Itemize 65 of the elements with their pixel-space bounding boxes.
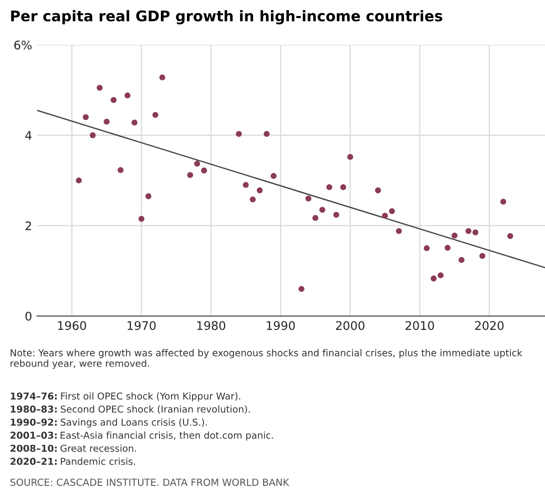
chart-title: Per capita real GDP growth in high-income countries [11,10,442,24]
point [242,182,249,188]
text: 1980–83: Second OPEC shock (Iranian revolution). [10,405,250,414]
point [132,120,138,126]
point [312,215,318,221]
point [104,118,110,125]
point [96,84,103,91]
point [201,168,207,174]
point [479,252,486,259]
point [110,97,117,103]
point [82,114,89,120]
point [250,196,256,202]
x-tick-label: 2000 [336,321,364,330]
point [388,208,395,214]
point [152,112,158,118]
text: Note: Years where growth was affected by exogenous shocks and financial crises, plus the immediate uptick rebound year, were removed. [10,349,522,369]
point [138,216,144,222]
point [430,276,437,282]
point [124,92,130,98]
point [118,167,124,173]
point [444,244,451,251]
point [472,229,478,236]
point [507,233,514,239]
y-tick-label: 0 [25,312,32,321]
point [298,286,304,292]
point [264,130,270,137]
point [90,132,96,138]
point [396,228,402,234]
point [159,74,166,80]
text: 1974–76: First oil OPEC shock (Yom Kippur War). [10,392,240,402]
point [305,196,312,202]
point [340,184,346,190]
point [256,187,263,194]
x-tick-label: 1960 [58,321,86,330]
text: 1990–92: Savings and Loans crisis (U.S.). [10,418,207,428]
point [145,193,152,200]
x-tick-label: 1970 [128,321,156,330]
text: 2020–21: Pandemic crisis. [10,458,136,465]
x-tick-label: 1980 [197,321,226,330]
point [452,232,458,239]
y-tick-label: 2 [26,221,32,230]
point [76,177,82,184]
y-tick-label: 6% [14,40,32,50]
point [500,198,506,205]
text: 2008–10: Great recession. [10,444,136,452]
text: 2001–03: East-Asia financial crisis, then dot.com panic. [10,431,273,441]
point [347,154,354,160]
x-tick-label: 2020 [475,321,504,330]
point [194,160,200,167]
x-tick-label: 2010 [406,321,434,330]
point [326,184,332,190]
x-tick-label: 1990 [266,321,295,330]
point [438,272,444,278]
point [458,257,464,263]
point [466,228,472,234]
point [382,212,388,219]
point [333,212,340,218]
point [270,172,277,179]
point [236,130,242,137]
point [187,172,194,178]
point [375,187,381,194]
point [424,245,430,252]
source-note: SOURCE: CASCADE INSTITUTE. DATA FROM WORLD BANK [10,478,290,486]
y-tick-label: 4 [25,131,32,140]
point [319,206,326,213]
